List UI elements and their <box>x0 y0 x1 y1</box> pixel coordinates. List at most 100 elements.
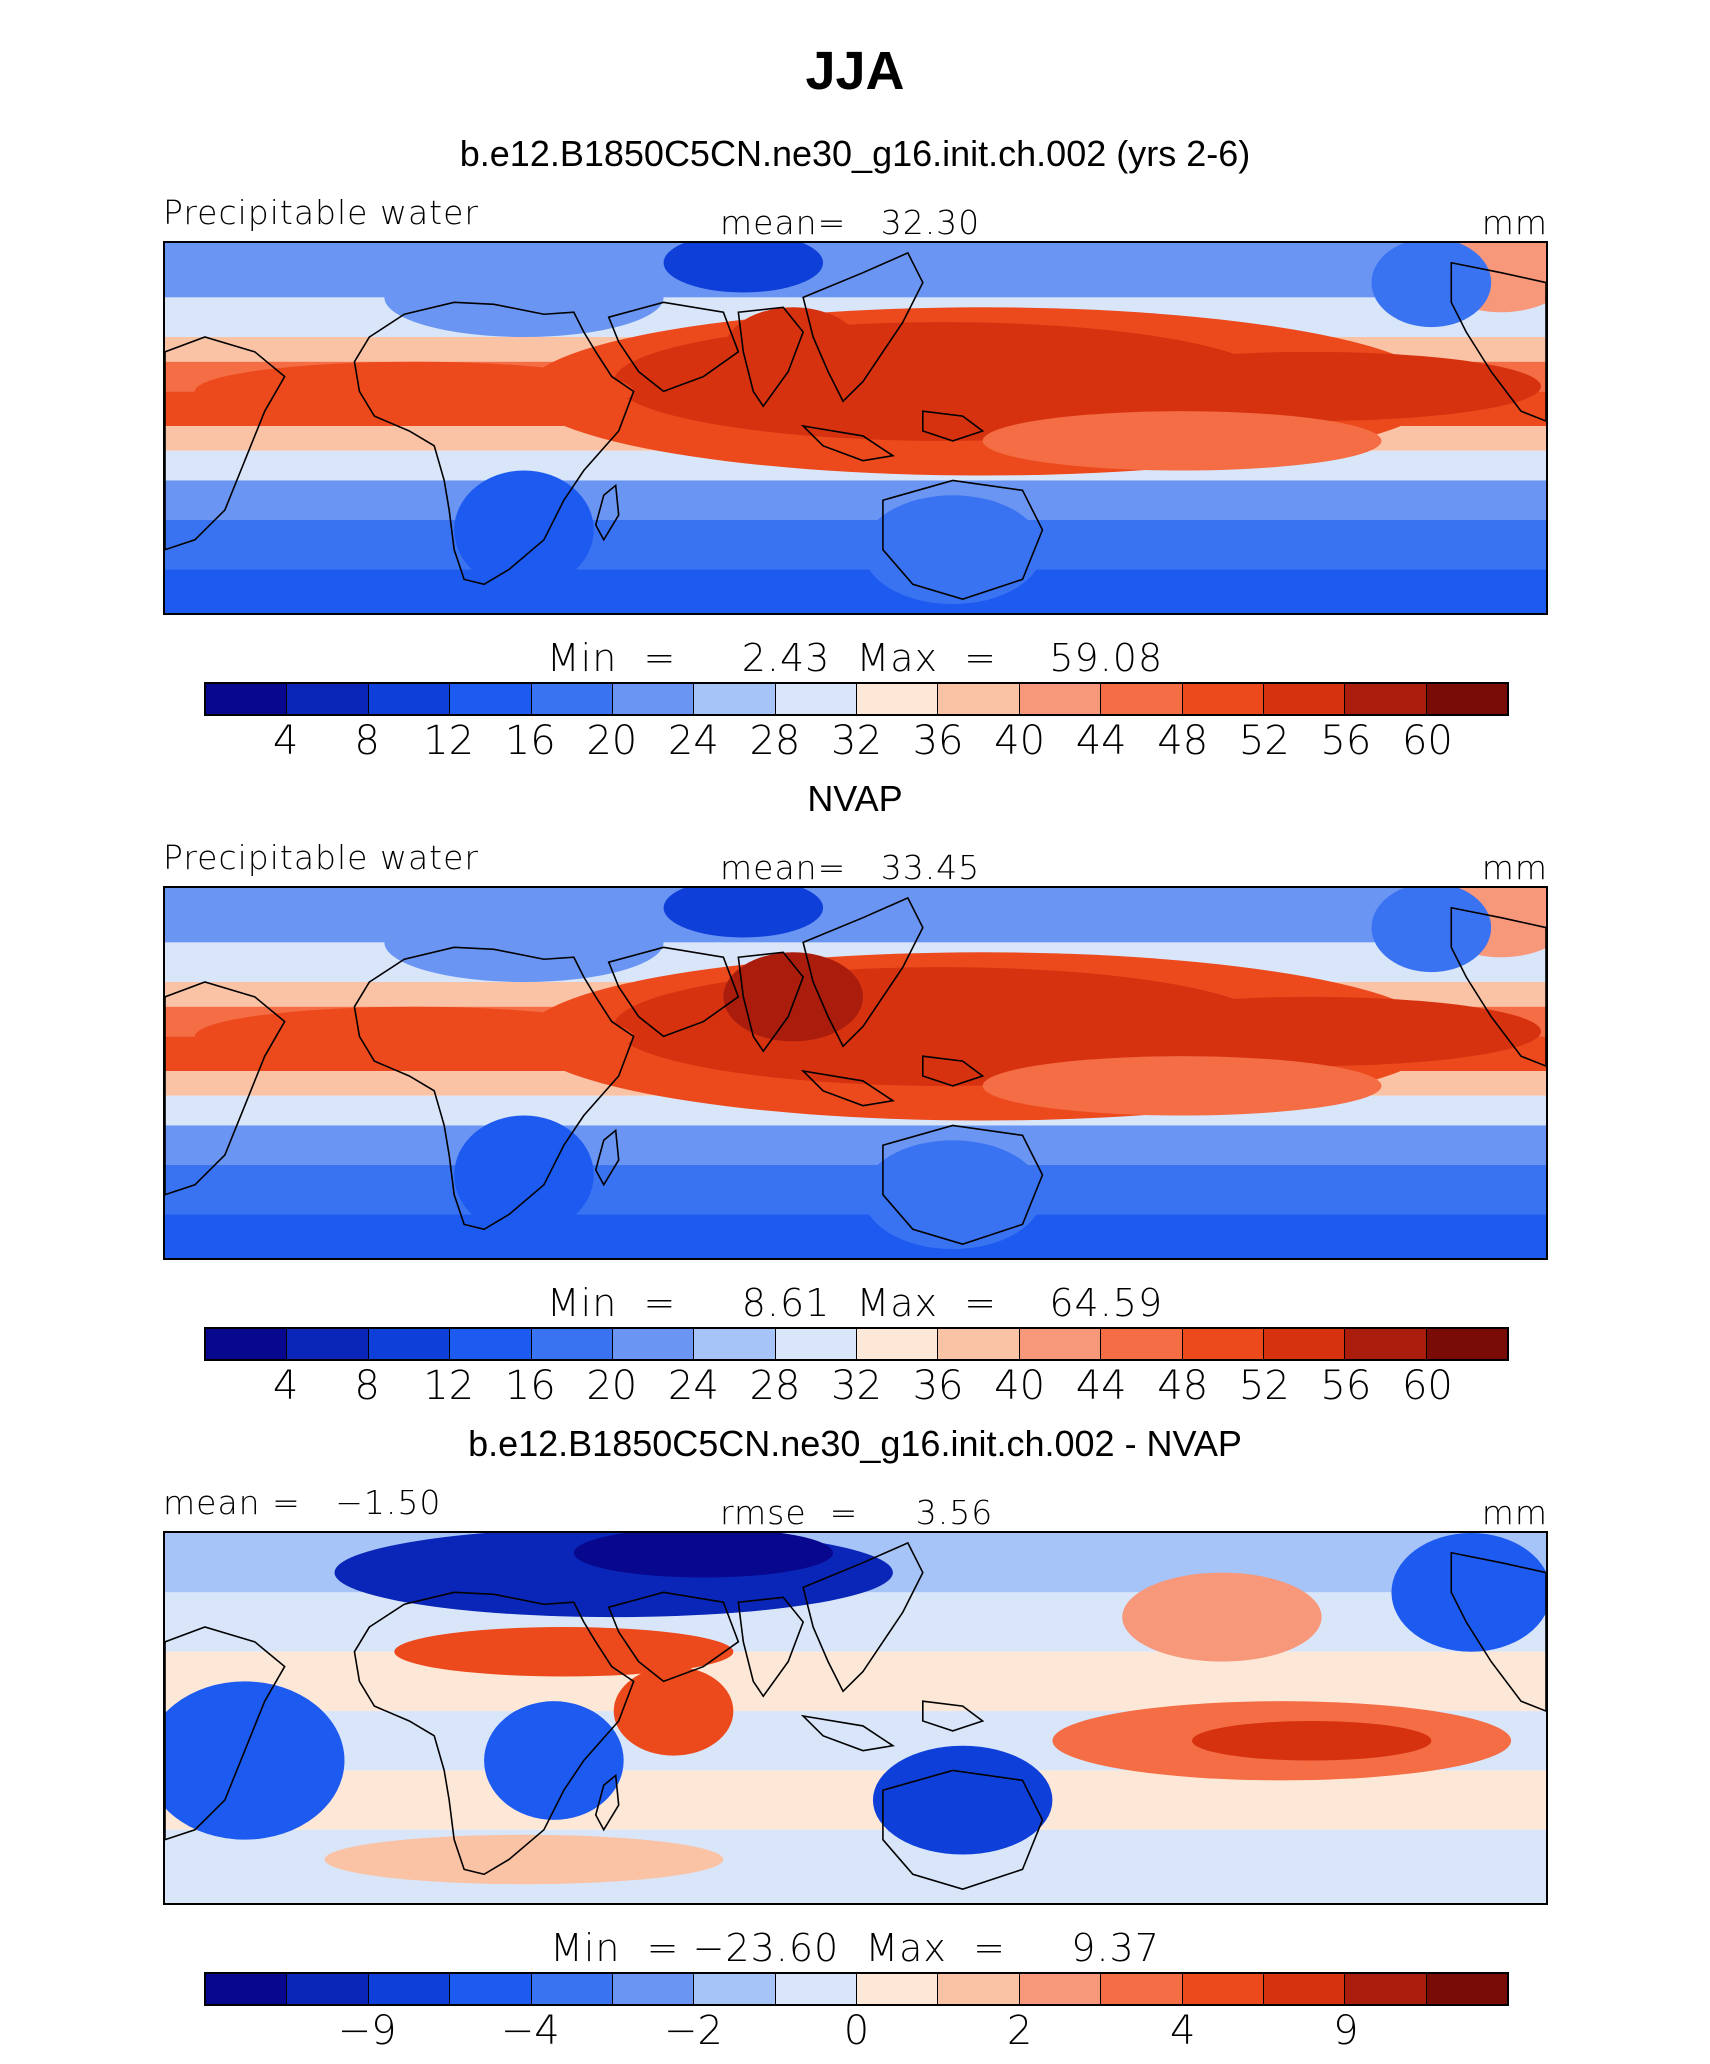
coastline <box>594 1128 620 1187</box>
colorbar-tick-label: 20 <box>586 718 638 764</box>
field-band <box>165 888 1546 943</box>
colorbar-tick-label: −9 <box>337 2008 397 2054</box>
colorbar-box <box>1426 684 1507 714</box>
colorbar-box <box>531 684 613 714</box>
colorbar-tick-label: 44 <box>1075 718 1127 764</box>
coastline <box>594 483 620 542</box>
colorbar-box <box>450 1329 532 1359</box>
negative-bias-australia <box>872 1745 1053 1855</box>
colorbar-tick-label: 56 <box>1320 718 1372 764</box>
negative-bias-core <box>573 1533 834 1578</box>
colorbar-box <box>694 1974 776 2004</box>
coastline <box>882 1124 1044 1245</box>
panel-3-left-label: mean = −1.50 <box>163 1483 442 1522</box>
colorbar-box <box>206 1974 288 2004</box>
coastline <box>800 424 896 462</box>
sahara-dry <box>384 257 664 337</box>
colorbar-box <box>1182 1974 1264 2004</box>
field-band <box>165 520 1546 570</box>
coastline <box>353 1591 635 1876</box>
colorbar-tick-label: 4 <box>1170 2008 1196 2054</box>
colorbar-tick-label: 48 <box>1157 718 1209 764</box>
australia-dry <box>862 495 1043 605</box>
field-band <box>165 480 1546 521</box>
colorbar-tick-label: 12 <box>423 1363 475 1409</box>
colorbar-tick-label: 4 <box>272 718 299 764</box>
southern-africa-dry <box>454 470 594 590</box>
colorbar-tick-label: 8 <box>354 1363 380 1409</box>
colorbar-box <box>1345 684 1427 714</box>
colorbar-tick-label: 48 <box>1157 1363 1209 1409</box>
tibet-dry <box>663 243 824 293</box>
colorbar-box <box>775 1974 857 2004</box>
panel-1-map <box>163 241 1548 615</box>
colorbar-tick-label: 56 <box>1320 1363 1372 1409</box>
colorbar-box <box>1182 684 1264 714</box>
panel-2-center-label: mean= 33.45 <box>720 848 981 887</box>
colorbar-box <box>450 1974 532 2004</box>
colorbar-box <box>612 1974 695 2004</box>
coastline <box>1450 1551 1546 1712</box>
panel-3-units-label: mm <box>1481 1493 1548 1532</box>
colorbar-tick-label: 8 <box>354 718 380 764</box>
coastline <box>165 1626 286 1841</box>
positive-bias-arabian-sea <box>613 1666 734 1756</box>
panel-2-colorbar <box>204 1327 1509 1361</box>
colorbar-box <box>938 1974 1020 2004</box>
colorbar-tick-label: 52 <box>1238 718 1290 764</box>
colorbar-tick-label: 16 <box>504 1363 556 1409</box>
panel-1-center-label: mean= 32.30 <box>720 203 981 242</box>
panel-2-units-label: mm <box>1481 848 1548 887</box>
coastline <box>607 301 740 393</box>
australia-dry <box>862 1140 1043 1250</box>
colorbar-tick-label: −4 <box>500 2008 560 2054</box>
coastline <box>607 1591 740 1683</box>
spcz <box>982 411 1382 471</box>
sahara-dry <box>384 902 664 982</box>
coastline <box>800 1069 896 1107</box>
colorbar-box <box>1101 684 1183 714</box>
colorbar-box <box>1019 1329 1102 1359</box>
coastline <box>165 981 286 1196</box>
positive-bias-sahel <box>394 1626 734 1677</box>
panel-2-left-label: Precipitable water <box>163 838 479 877</box>
coastline <box>802 1541 924 1693</box>
colorbar-box <box>1345 1974 1427 2004</box>
coastline <box>802 251 924 403</box>
coastline <box>1450 261 1546 422</box>
colorbar-tick-label: 52 <box>1238 1363 1290 1409</box>
field-band <box>165 569 1546 613</box>
spcz <box>982 1056 1382 1116</box>
coastline <box>737 951 805 1053</box>
colorbar-box <box>531 1974 613 2004</box>
panel-2-map <box>163 886 1548 1260</box>
coastline <box>737 306 805 408</box>
colorbar-box <box>1019 1974 1102 2004</box>
panel-3-title: b.e12.B1850C5CN.ne30_g16.init.ch.002 - N… <box>468 1423 1242 1464</box>
monsoon-maximum <box>723 307 863 397</box>
panel-1-units-label: mm <box>1481 203 1548 242</box>
colorbar-box <box>775 684 857 714</box>
panel-1-minmax: Min = 2.43 Max = 59.08 <box>546 636 1164 680</box>
panel-3-map <box>163 1531 1548 1905</box>
itcz-pacific <box>1082 996 1542 1067</box>
panel-1-title: b.e12.B1850C5CN.ne30_g16.init.ch.002 (yr… <box>459 133 1251 174</box>
coastline <box>802 896 924 1048</box>
colorbar-box <box>206 684 288 714</box>
colorbar-box <box>1019 684 1102 714</box>
negative-bias-south-america <box>165 1681 345 1840</box>
colorbar-box <box>206 1329 288 1359</box>
coastline <box>800 1714 896 1752</box>
colorbar-tick-label: 36 <box>912 718 964 764</box>
colorbar-tick-label: 24 <box>667 718 719 764</box>
tibet-dry <box>663 888 824 938</box>
colorbar-box <box>1101 1974 1183 2004</box>
positive-bias-pacific-core <box>1192 1720 1432 1761</box>
field-band <box>165 1770 1546 1830</box>
coastline <box>922 1700 985 1732</box>
negative-bias-americas <box>1391 1533 1546 1652</box>
colorbar-box <box>368 1974 451 2004</box>
colorbar-box <box>287 1329 369 1359</box>
colorbar-tick-label: 36 <box>912 1363 964 1409</box>
colorbar-box <box>1345 1329 1427 1359</box>
